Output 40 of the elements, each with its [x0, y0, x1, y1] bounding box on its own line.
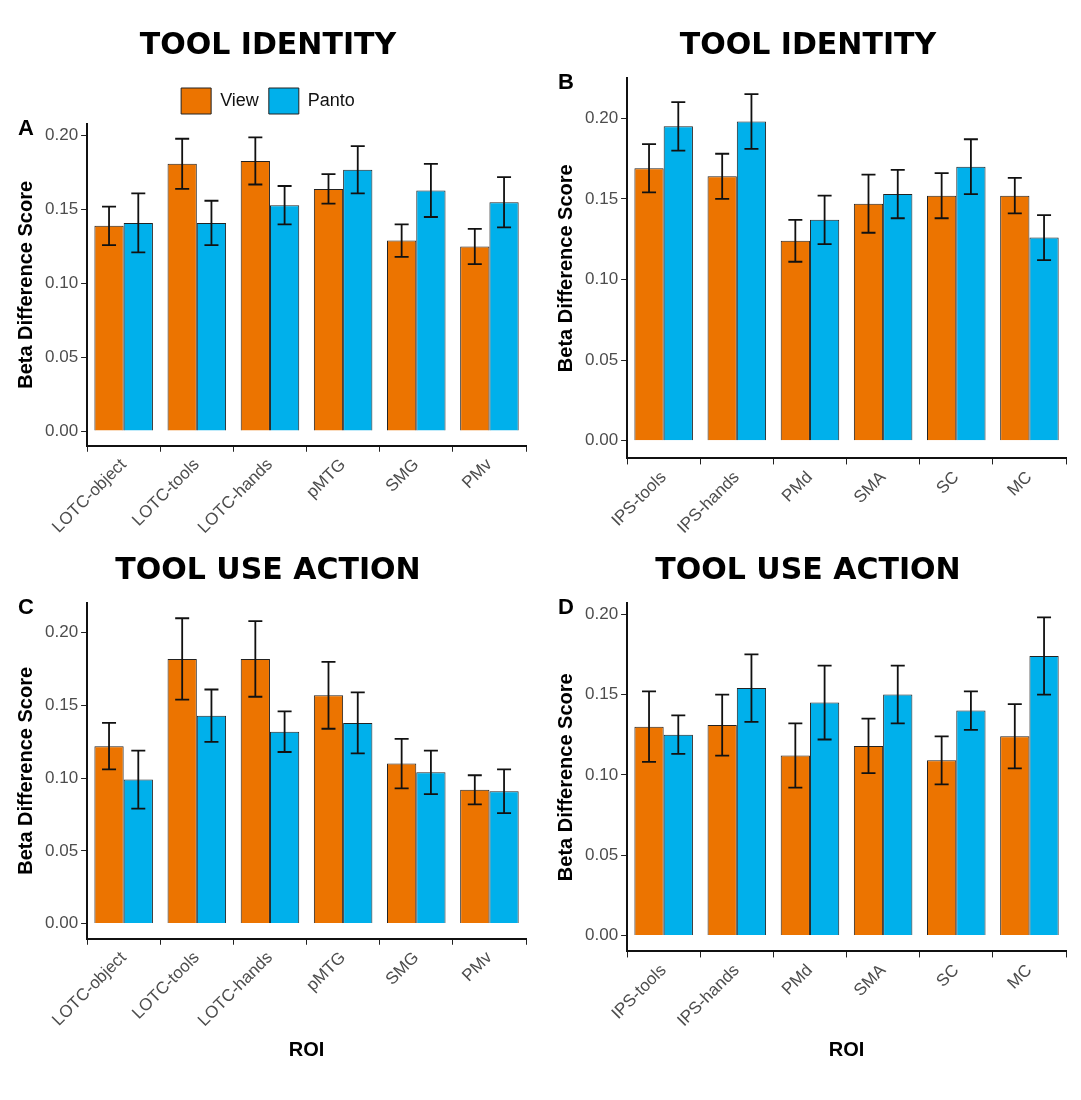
y-tick-label: 0.00	[584, 430, 619, 450]
chart-title: TOOL IDENTITY	[679, 25, 938, 61]
x-tick-label: SC	[932, 467, 963, 498]
y-tick-label: 0.15	[584, 684, 619, 704]
legend-label: View	[220, 89, 260, 110]
x-axis-title: ROI	[828, 1037, 865, 1060]
chart-title: TOOL IDENTITY	[139, 25, 398, 61]
y-axis-title: Beta Difference Score	[13, 666, 36, 875]
y-tick-label: 0.20	[44, 622, 79, 642]
text: C	[18, 594, 34, 620]
y-tick-label: 0.20	[584, 107, 619, 127]
y-tick-label: 0.10	[44, 273, 79, 293]
y-tick-label: 0.05	[584, 349, 619, 369]
y-axis-title: Beta Difference Score	[553, 673, 576, 882]
y-axis-title: Beta Difference Score	[553, 164, 576, 373]
y-tick-label: 0.05	[44, 840, 79, 860]
y-axis-title: Beta Difference Score	[13, 180, 36, 389]
y-tick-label: 0.10	[44, 767, 79, 787]
text: A	[18, 115, 34, 141]
y-tick-label: 0.00	[44, 913, 79, 933]
text: B	[558, 69, 574, 95]
y-tick-label: 0.15	[44, 695, 79, 715]
y-tick-label: 0.05	[44, 346, 79, 366]
legend-label: Panto	[307, 89, 355, 110]
x-tick-label: MC	[1003, 960, 1036, 993]
y-tick-label: 0.00	[44, 420, 79, 440]
y-tick-label: 0.20	[44, 125, 79, 145]
chart-title: TOOL USE ACTION	[115, 550, 421, 586]
x-axis-title: ROI	[288, 1037, 325, 1060]
y-tick-label: 0.10	[584, 764, 619, 784]
y-tick-label: 0.15	[584, 188, 619, 208]
y-tick-label: 0.10	[584, 269, 619, 289]
y-tick-label: 0.05	[584, 844, 619, 864]
y-tick-label: 0.20	[584, 603, 619, 623]
y-tick-label: 0.15	[44, 199, 79, 219]
x-tick-label: SC	[932, 960, 963, 991]
x-tick-label: MC	[1003, 467, 1036, 500]
text: D	[558, 594, 574, 620]
y-tick-label: 0.00	[584, 925, 619, 945]
chart-title: TOOL USE ACTION	[655, 550, 961, 586]
